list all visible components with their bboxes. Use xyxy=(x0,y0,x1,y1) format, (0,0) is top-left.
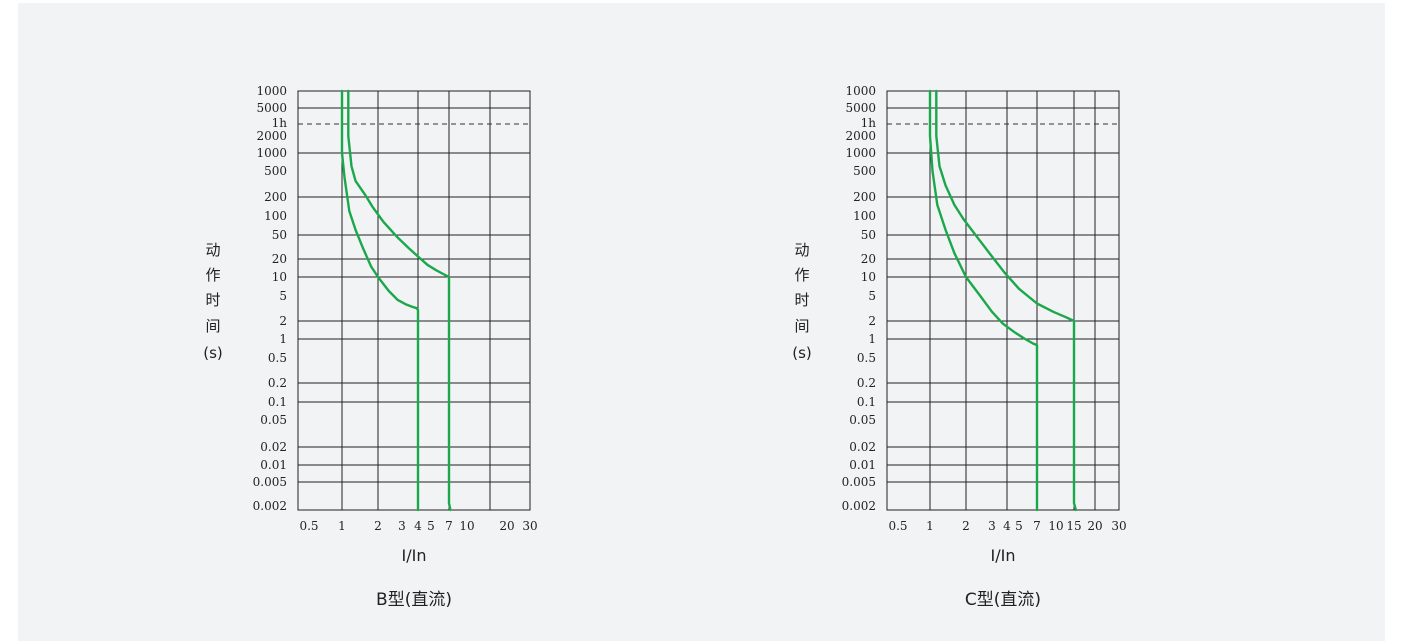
series-curve-1 xyxy=(340,89,420,512)
y-tick-label: 0.002 xyxy=(253,499,287,513)
series-curve-1 xyxy=(928,89,1039,512)
y-tick-label: 500 xyxy=(264,164,287,178)
chart-panel xyxy=(18,3,1385,641)
y-tick-label: 2 xyxy=(868,314,876,328)
y-axis-title: 作 xyxy=(794,266,809,284)
y-tick-label: 0.1 xyxy=(268,395,287,409)
x-tick-label: 2 xyxy=(374,519,382,533)
y-tick-label: 5000 xyxy=(845,101,876,115)
y-axis-title: (s) xyxy=(792,344,812,362)
y-tick-label: 5 xyxy=(868,289,876,303)
x-axis-title: I/In xyxy=(991,546,1016,565)
x-tick-label: 2 xyxy=(962,519,970,533)
y-tick-label: 100 xyxy=(853,209,876,223)
x-tick-label: 5 xyxy=(1015,519,1023,533)
x-tick-label: 4 xyxy=(1003,519,1011,533)
y-tick-label: 0.02 xyxy=(849,440,876,454)
x-tick-label: 1 xyxy=(926,519,934,533)
y-tick-label: 200 xyxy=(264,190,287,204)
x-tick-label: 1 xyxy=(338,519,346,533)
y-axis-title: 时 xyxy=(205,291,220,309)
y-tick-label: 0.002 xyxy=(842,499,876,513)
y-tick-label: 0.005 xyxy=(842,475,876,489)
x-tick-label: 20 xyxy=(1087,519,1102,533)
y-axis-title: 作 xyxy=(205,266,220,284)
y-tick-label: 0.01 xyxy=(849,458,876,472)
plot-frame xyxy=(297,90,531,511)
plot-frame xyxy=(886,90,1120,511)
y-tick-label: 0.1 xyxy=(857,395,876,409)
series-curve-2 xyxy=(347,89,452,512)
y-tick-label: 0.5 xyxy=(857,351,876,365)
y-tick-label: 1h xyxy=(272,116,288,130)
y-tick-label: 1 xyxy=(868,332,876,346)
y-tick-label: 200 xyxy=(853,190,876,204)
x-axis-title: I/In xyxy=(402,546,427,565)
chart-title: B型(直流) xyxy=(376,590,452,610)
y-axis-title: 动 xyxy=(794,241,809,259)
x-tick-label: 5 xyxy=(427,519,435,533)
y-tick-label: 1000 xyxy=(256,146,287,160)
x-tick-label: 10 xyxy=(459,519,474,533)
y-tick-label: 2 xyxy=(279,314,287,328)
x-tick-label: 30 xyxy=(522,519,537,533)
y-tick-label: 20 xyxy=(272,252,287,266)
y-tick-label: 1000 xyxy=(845,146,876,160)
x-tick-label: 7 xyxy=(1033,519,1041,533)
y-tick-label: 0.5 xyxy=(268,351,287,365)
y-tick-label: 2000 xyxy=(256,129,287,143)
x-tick-label: 15 xyxy=(1066,519,1081,533)
x-tick-label: 10 xyxy=(1048,519,1063,533)
y-axis-title: 动 xyxy=(205,241,220,259)
y-tick-label: 0.05 xyxy=(849,413,876,427)
y-tick-label: 0.2 xyxy=(268,376,287,390)
x-tick-label: 3 xyxy=(988,519,996,533)
chart-title: C型(直流) xyxy=(965,590,1041,610)
y-tick-label: 50 xyxy=(272,228,287,242)
y-axis-title: 时 xyxy=(794,291,809,309)
y-tick-label: 1h xyxy=(861,116,877,130)
y-tick-label: 0.05 xyxy=(260,413,287,427)
y-axis-title: 间 xyxy=(205,317,220,335)
x-tick-label: 3 xyxy=(398,519,406,533)
y-tick-label: 50 xyxy=(861,228,876,242)
y-tick-label: 100 xyxy=(264,209,287,223)
y-tick-label: 2000 xyxy=(845,129,876,143)
y-tick-label: 5000 xyxy=(256,101,287,115)
y-axis-title: (s) xyxy=(203,344,223,362)
series-curve-2 xyxy=(935,89,1078,512)
y-tick-label: 0.01 xyxy=(260,458,287,472)
y-tick-label: 1000 xyxy=(256,84,287,98)
x-tick-label: 0.5 xyxy=(299,519,318,533)
y-tick-label: 1000 xyxy=(845,84,876,98)
y-tick-label: 500 xyxy=(853,164,876,178)
y-tick-label: 5 xyxy=(279,289,287,303)
y-tick-label: 10 xyxy=(861,270,876,284)
x-tick-label: 20 xyxy=(499,519,514,533)
y-tick-label: 10 xyxy=(272,270,287,284)
x-tick-label: 30 xyxy=(1111,519,1126,533)
y-axis-title: 间 xyxy=(794,317,809,335)
y-tick-label: 1 xyxy=(279,332,287,346)
y-tick-label: 0.005 xyxy=(253,475,287,489)
y-tick-label: 0.02 xyxy=(260,440,287,454)
x-tick-label: 0.5 xyxy=(888,519,907,533)
y-tick-label: 20 xyxy=(861,252,876,266)
x-tick-label: 4 xyxy=(414,519,422,533)
y-tick-label: 0.2 xyxy=(857,376,876,390)
x-tick-label: 7 xyxy=(445,519,453,533)
